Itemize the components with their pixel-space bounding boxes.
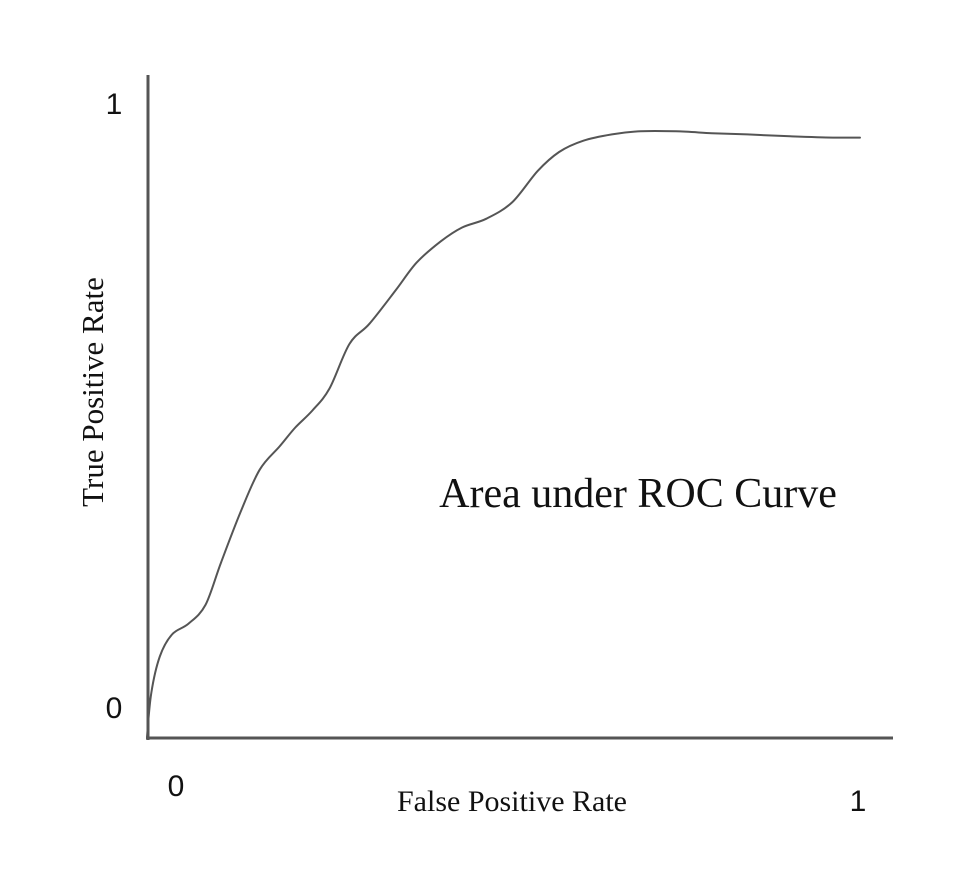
auc-annotation: Area under ROC Curve bbox=[439, 471, 837, 517]
x-axis-label: False Positive Rate bbox=[397, 785, 627, 818]
y-axis-label: True Positive Rate bbox=[75, 277, 110, 507]
x-tick-label-0: 0 bbox=[168, 770, 185, 803]
y-tick-label-1: 1 bbox=[106, 88, 123, 121]
x-tick-label-1: 1 bbox=[850, 785, 867, 818]
y-tick-label-0: 0 bbox=[106, 692, 123, 725]
plot-area bbox=[146, 129, 861, 738]
roc-curve bbox=[146, 129, 861, 738]
